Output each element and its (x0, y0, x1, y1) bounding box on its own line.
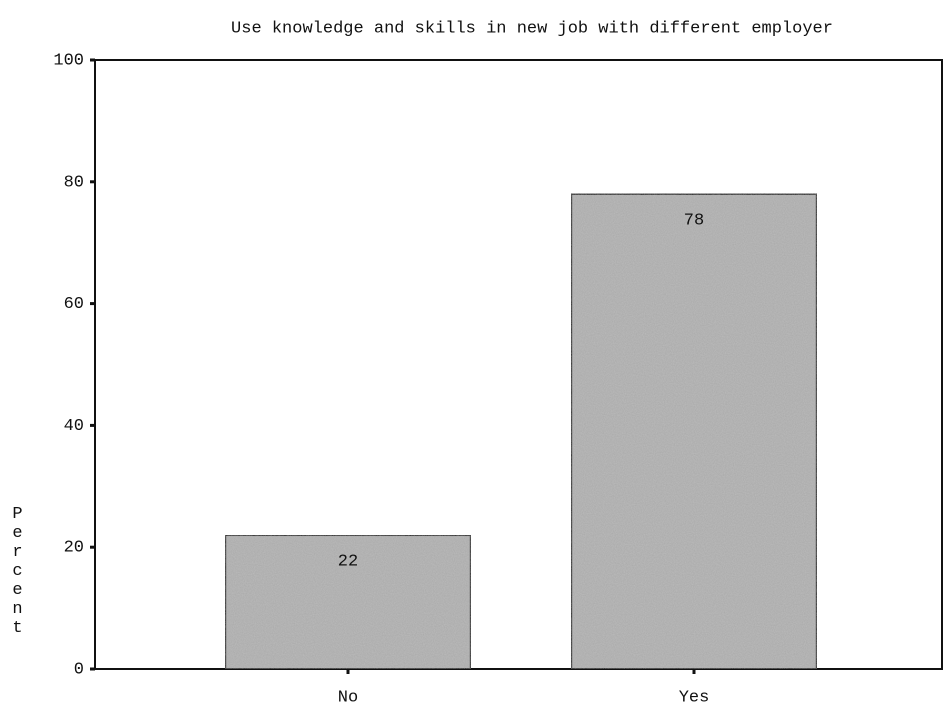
data-label: 22 (338, 553, 358, 572)
y-tick-label: 40 (64, 417, 84, 436)
y-tick-label: 0 (74, 660, 84, 679)
y-tick-label: 60 (64, 295, 84, 314)
y-tick-label: 20 (64, 539, 84, 558)
x-tick-label: Yes (679, 688, 710, 707)
y-axis-label: Percent (8, 505, 27, 638)
chart-title: Use knowledge and skills in new job with… (231, 19, 833, 38)
x-tick-label: No (338, 688, 358, 707)
bar (224, 534, 472, 671)
data-label: 78 (684, 211, 704, 230)
y-tick-label: 80 (64, 173, 84, 192)
y-tick-label: 100 (53, 51, 84, 70)
plot-frame (94, 59, 943, 670)
bar (570, 192, 818, 670)
